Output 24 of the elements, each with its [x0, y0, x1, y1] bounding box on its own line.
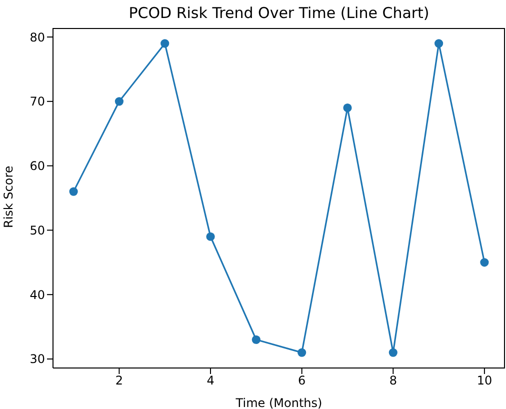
point	[434, 39, 444, 48]
point	[114, 97, 124, 106]
y-tick-label: 60	[30, 159, 45, 174]
point	[388, 348, 398, 357]
x-tick-label: 6	[298, 374, 306, 388]
point	[206, 232, 215, 241]
y-tick-label: 80	[30, 30, 45, 44]
point	[343, 104, 352, 112]
point	[480, 258, 489, 267]
chart-title: PCOD Risk Trend Over Time (Line Chart)	[128, 4, 430, 22]
y-tick-label: 50	[30, 223, 45, 238]
point	[160, 39, 170, 48]
y-axis-title: Risk Score	[1, 166, 16, 228]
x-tick-label: 4	[206, 374, 214, 388]
y-tick-label: 40	[30, 288, 45, 302]
x-tick-label: 2	[115, 374, 124, 388]
y-tick-label: 30	[30, 352, 45, 366]
x-tick-label: 8	[389, 374, 397, 388]
x-axis-title: Time (Months)	[234, 396, 322, 409]
x-tick-label: 10	[476, 374, 492, 388]
point	[69, 187, 78, 196]
y-tick-label: 70	[30, 94, 45, 109]
point	[252, 335, 260, 344]
point	[298, 348, 306, 357]
